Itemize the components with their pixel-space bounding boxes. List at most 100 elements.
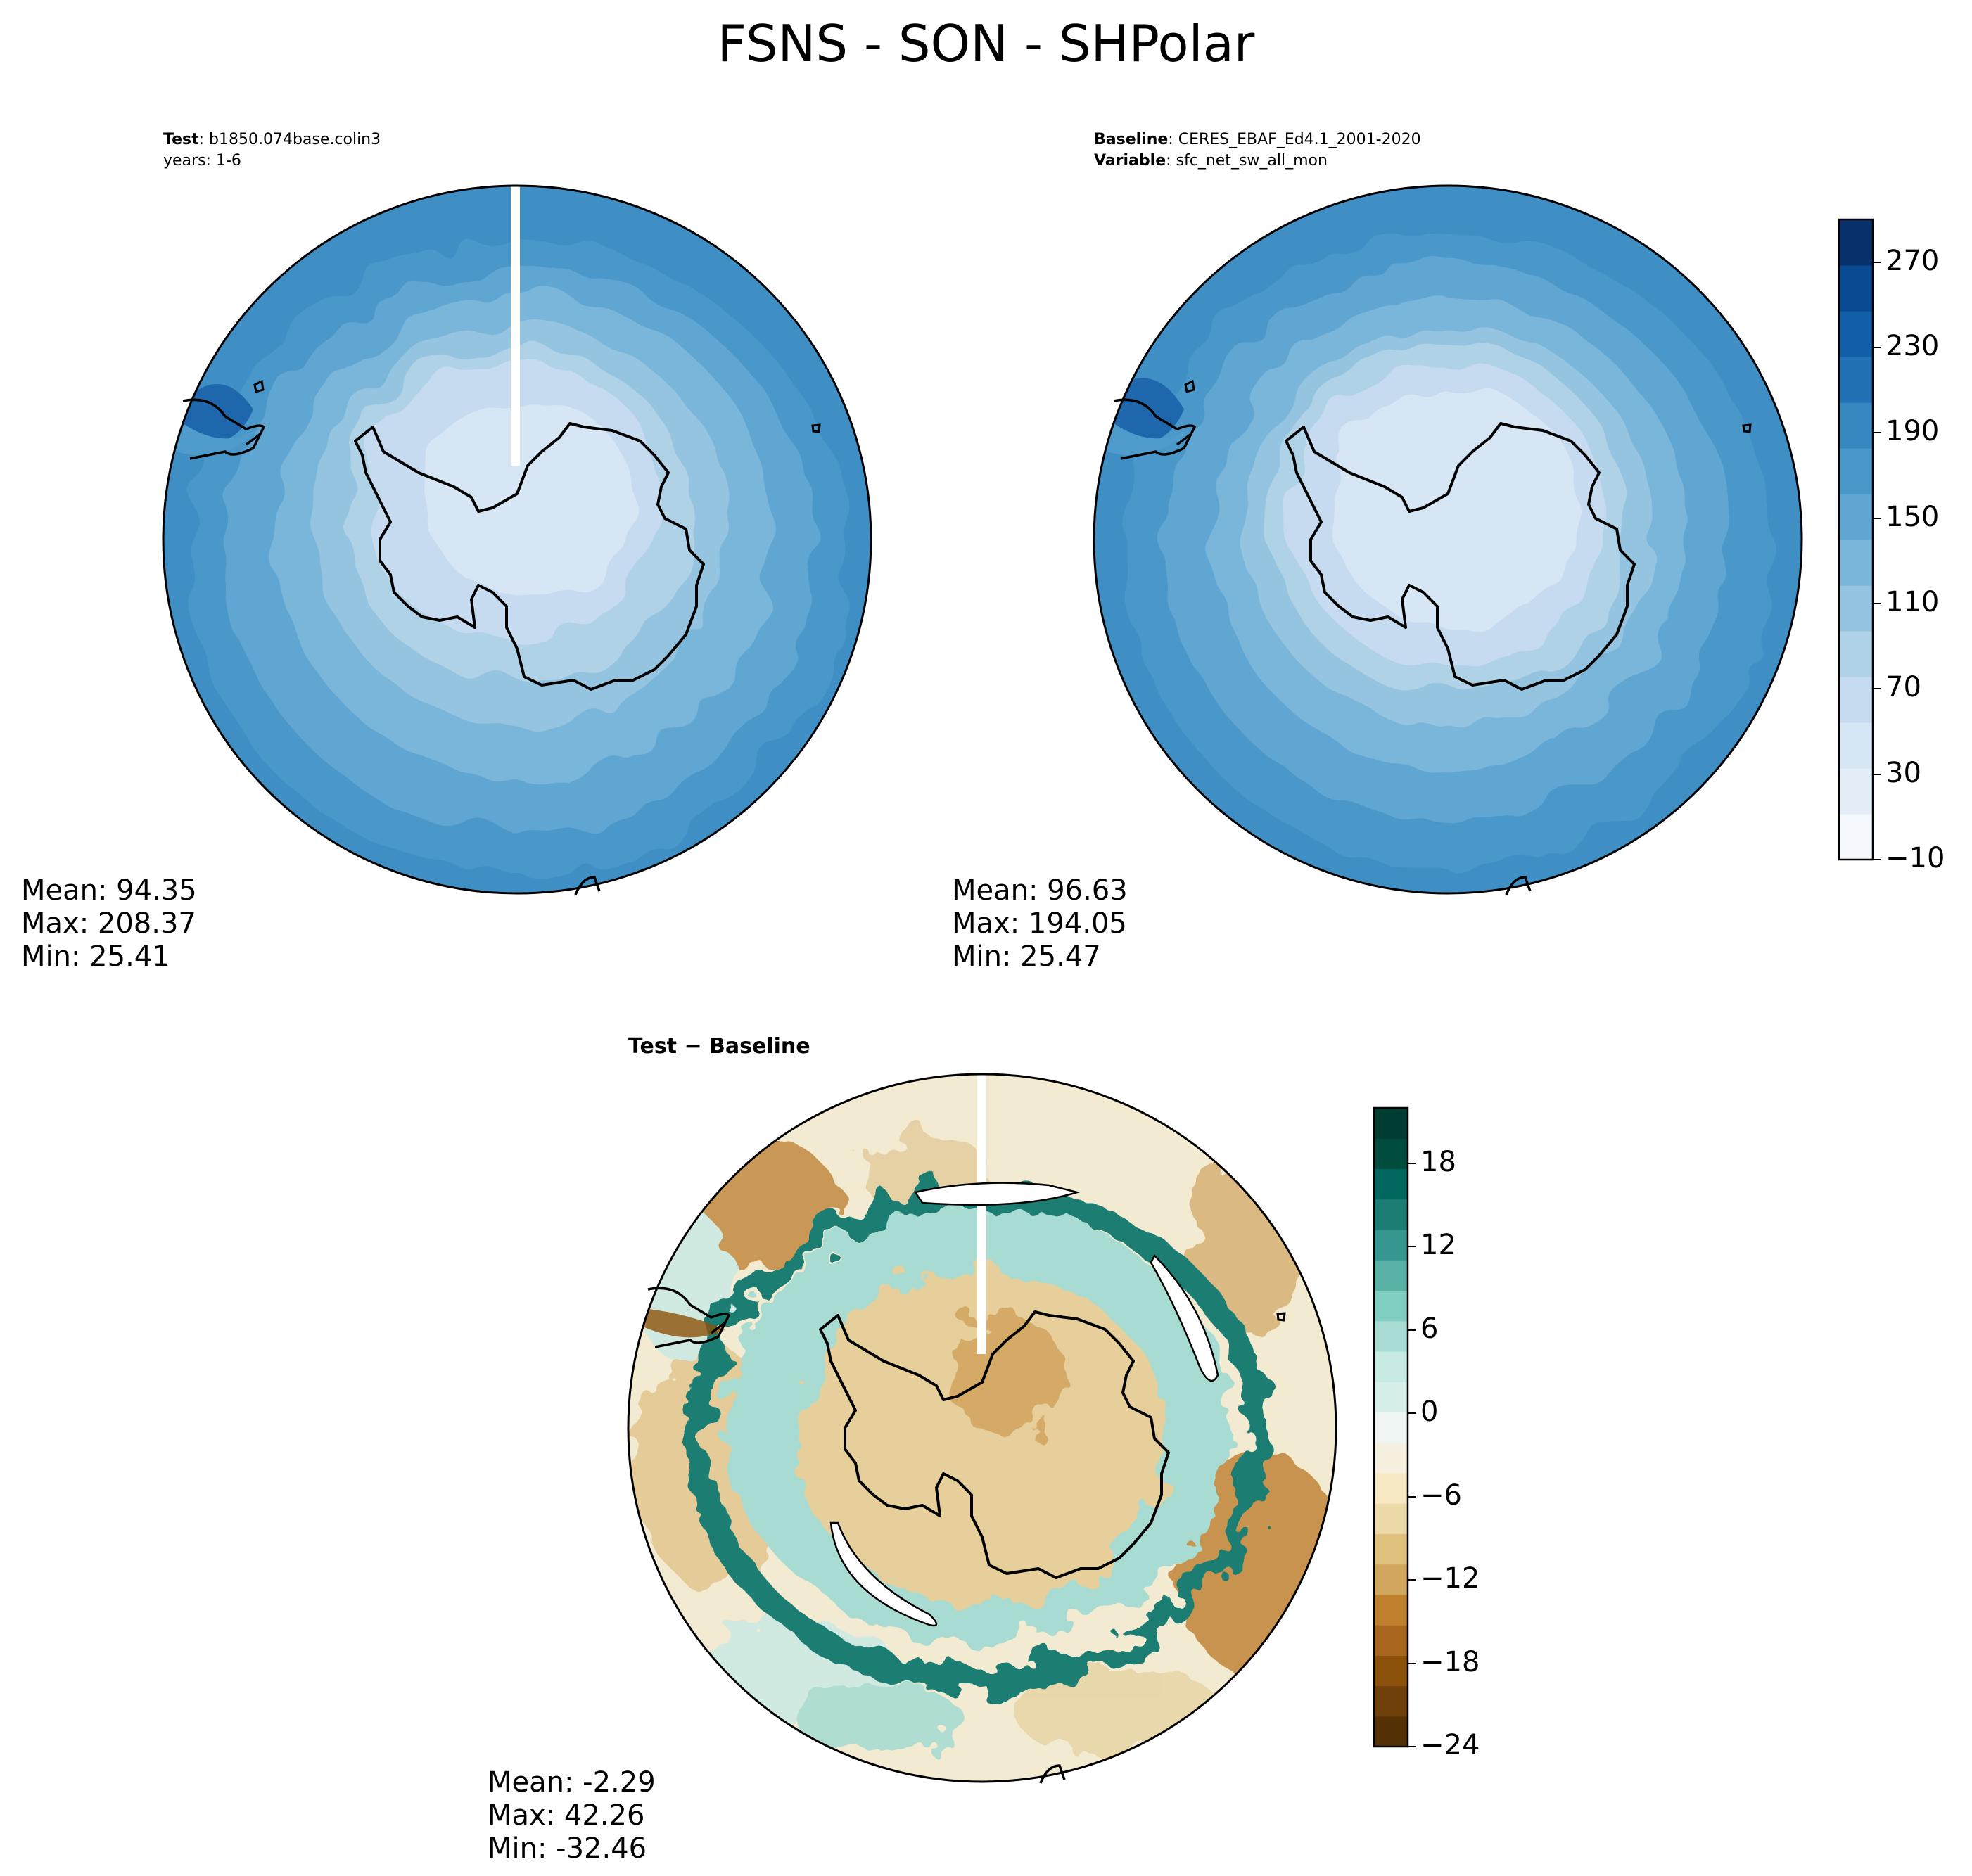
main-colorbar-tick-mark [1873, 688, 1881, 690]
baseline-max: Max: 194.05 [952, 907, 1127, 940]
baseline-label: Baseline [1094, 131, 1169, 148]
main-colorbar-band [1839, 265, 1873, 312]
diff-map-field [628, 1074, 1336, 1782]
main-colorbar-band [1839, 722, 1873, 769]
main-colorbar-tick-label: 30 [1885, 756, 1921, 789]
main-colorbar-tick-label: 70 [1885, 671, 1921, 704]
test-map-boundary [162, 184, 872, 895]
diff-map-boundary [627, 1073, 1337, 1783]
diff-colorbar-band [1374, 1442, 1408, 1474]
diff-colorbar-tick-label: 12 [1420, 1229, 1456, 1262]
diff-colorbar [1373, 1106, 1409, 1748]
diff-colorbar-band [1374, 1108, 1408, 1139]
diff-island-outline [1276, 1312, 1286, 1322]
main-colorbar-band [1839, 814, 1873, 860]
diff-colorbar-tick-mark [1408, 1329, 1416, 1331]
main-colorbar-band [1839, 357, 1873, 403]
diff-colorbar-band [1374, 1199, 1408, 1230]
diff-south-america-outline [647, 1287, 731, 1348]
main-colorbar-tick-label: 110 [1885, 586, 1940, 618]
main-colorbar-tick-mark [1873, 261, 1881, 263]
diff-colorbar-band [1374, 1138, 1408, 1170]
test-nz-outline [574, 876, 601, 895]
baseline-antarctica-outline [1285, 422, 1636, 691]
diff-colorbar-band [1374, 1412, 1408, 1443]
diff-colorbar-band [1374, 1594, 1408, 1626]
diff-colorbar-tick-mark [1408, 1746, 1416, 1747]
test-years: years: 1-6 [163, 152, 241, 170]
main-colorbar-band [1839, 448, 1873, 494]
main-colorbar-band [1839, 402, 1873, 449]
diff-nz-outline [1039, 1764, 1066, 1784]
main-colorbar-band [1839, 540, 1873, 586]
test-island-outline [253, 379, 265, 393]
diff-colorbar-tick-mark [1408, 1662, 1416, 1664]
diff-stats: Mean: -2.29 Max: 42.26 Min: -32.46 [488, 1766, 656, 1865]
diff-colorbar-tick-mark [1408, 1579, 1416, 1581]
test-antarctica-outline [354, 422, 705, 691]
diff-colorbar-tick-mark [1408, 1246, 1416, 1248]
diff-colorbar-band [1374, 1533, 1408, 1565]
main-colorbar-tick-label: −10 [1885, 842, 1945, 874]
diff-mean: Mean: -2.29 [488, 1766, 656, 1799]
test-stats: Mean: 94.35 Max: 208.37 Min: 25.41 [21, 874, 197, 974]
diff-colorbar-band [1374, 1503, 1408, 1534]
baseline-min: Min: 25.47 [952, 940, 1101, 973]
baseline-mean: Mean: 96.63 [952, 874, 1128, 907]
diff-colorbar-band [1374, 1472, 1408, 1504]
main-colorbar [1838, 218, 1874, 861]
diff-colorbar-band [1374, 1382, 1408, 1412]
main-colorbar-tick-mark [1873, 859, 1881, 860]
main-colorbar-band [1839, 677, 1873, 723]
diff-min: Min: -32.46 [488, 1832, 647, 1865]
main-colorbar-tick-mark [1873, 773, 1881, 775]
diff-colorbar-tick-mark [1408, 1495, 1416, 1498]
diff-map [627, 1073, 1337, 1784]
test-case-name: : b1850.074base.colin3 [198, 131, 381, 148]
diff-colorbar-tick-mark [1408, 1162, 1416, 1164]
diff-colorbar-tick-label: 18 [1420, 1145, 1456, 1178]
main-colorbar-band [1839, 768, 1873, 815]
test-south-america-outline [182, 398, 266, 460]
main-colorbar-tick-mark [1873, 347, 1881, 348]
diff-colorbar-band [1374, 1685, 1408, 1717]
diff-colorbar-tick-label: −24 [1420, 1729, 1480, 1761]
diff-colorbar-tick-label: 0 [1420, 1396, 1439, 1429]
baseline-map-boundary [1093, 184, 1803, 895]
baseline-variable-label: Variable [1094, 152, 1166, 170]
test-map [162, 184, 872, 895]
diff-colorbar-band [1374, 1260, 1408, 1291]
diff-antarctica-outline [819, 1310, 1170, 1579]
diff-colorbar-tick-label: −12 [1420, 1562, 1480, 1595]
test-label: Test [163, 131, 199, 148]
main-colorbar-band [1839, 631, 1873, 677]
diff-colorbar-band [1374, 1716, 1408, 1747]
diff-colorbar-band [1374, 1320, 1408, 1352]
diff-ice-edge-outline [829, 1182, 1219, 1627]
baseline-stats: Mean: 96.63 Max: 194.05 Min: 25.47 [952, 874, 1128, 974]
test-island-outline-2 [811, 423, 821, 433]
baseline-dataset: : CERES_EBAF_Ed4.1_2001-2020 [1168, 131, 1421, 148]
main-colorbar-tick-mark [1873, 603, 1881, 604]
diff-colorbar-tick-label: 6 [1420, 1312, 1439, 1345]
diff-colorbar-tick-mark [1408, 1412, 1416, 1415]
diff-colorbar-band [1374, 1655, 1408, 1687]
main-colorbar-band [1839, 219, 1873, 266]
main-colorbar-tick-mark [1873, 432, 1881, 434]
baseline-map-field [1094, 186, 1802, 893]
baseline-island-outline-2 [1742, 423, 1752, 433]
diff-max: Max: 42.26 [488, 1799, 645, 1832]
test-panel-header: Test: b1850.074base.colin3 years: 1-6 [163, 129, 381, 172]
main-colorbar-band [1839, 494, 1873, 540]
main-colorbar-band [1839, 585, 1873, 632]
diff-colorbar-tick-label: −6 [1420, 1479, 1462, 1512]
baseline-map [1093, 184, 1803, 895]
diff-colorbar-border [1373, 1106, 1409, 1748]
diff-colorbar-tick-label: −18 [1420, 1645, 1480, 1678]
test-min: Min: 25.41 [21, 940, 170, 973]
baseline-island-outline [1184, 379, 1195, 393]
main-colorbar-border [1838, 218, 1874, 861]
diff-colorbar-band [1374, 1290, 1408, 1322]
diff-colorbar-band [1374, 1351, 1408, 1382]
baseline-south-america-outline [1113, 398, 1197, 460]
